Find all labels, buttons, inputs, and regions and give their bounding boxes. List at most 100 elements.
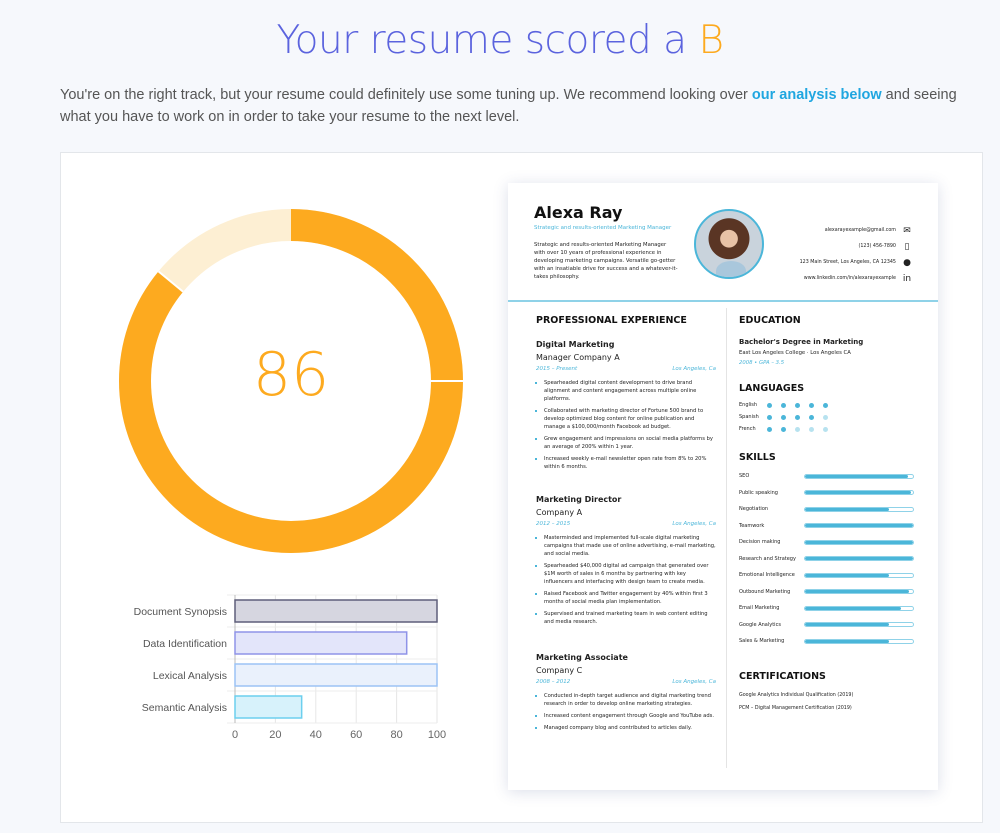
donut-separator <box>157 270 184 293</box>
job-location: Los Angeles, Ca <box>672 521 716 527</box>
education-heading: EDUCATION <box>739 315 801 326</box>
language-level-dot <box>809 402 814 408</box>
language-level-dot <box>781 414 786 420</box>
language-row: Spanish <box>739 414 837 420</box>
analysis-link[interactable]: our analysis below <box>751 87 882 103</box>
category-label: Semantic Analysis <box>142 702 227 714</box>
skill-name: Negotiation <box>739 506 769 512</box>
skill-bar <box>804 506 914 512</box>
phone-icon: ▯ <box>904 242 910 252</box>
location-pin-icon: ● <box>903 258 911 268</box>
job-dates: 2012 – 2015 <box>536 521 571 527</box>
skill-name: Decision making <box>739 539 781 545</box>
job-company: Company A <box>536 508 583 517</box>
skill-bar-fill <box>805 557 913 560</box>
skill-bar-fill <box>805 540 913 544</box>
job-location: Los Angeles, Ca <box>672 366 716 372</box>
resume-summary: Strategic and results-oriented Marketing… <box>534 242 678 280</box>
degree: Bachelor's Degree in Marketing <box>739 338 864 346</box>
skill-row: Research and Strategy <box>739 556 914 562</box>
job-entry: Marketing Associate Company C 2008 – 2012 L… <box>535 651 716 736</box>
job-location: Los Angeles, Ca <box>672 679 716 685</box>
bar <box>234 599 438 623</box>
language-level-dot <box>823 426 828 432</box>
job-bullet: Spearheaded $40,000 digital ad campaign … <box>535 562 716 586</box>
skill-row: Negotiation <box>739 506 914 512</box>
skill-bar-fill <box>805 474 908 478</box>
job-bullet: Grew engagement and impressions on socia… <box>535 435 716 451</box>
job-bullet: Raised Facebook and Twitter engagement b… <box>535 590 716 606</box>
x-tick-label: 20 <box>269 729 281 741</box>
skill-bar-fill <box>805 606 902 610</box>
score-value: 86 <box>252 340 330 410</box>
skill-bar-fill <box>805 491 911 494</box>
skill-name: Research and Strategy <box>739 555 796 562</box>
skill-bar <box>804 605 914 611</box>
language-name: French <box>739 426 756 432</box>
job-entry: Marketing Director Company A 2012 – 2015 Lo… <box>535 493 716 630</box>
language-level-dot <box>823 414 828 420</box>
resume-preview: Alexa Ray Strategic and results-oriented… <box>508 183 938 790</box>
profile-photo <box>694 209 764 279</box>
skill-row: SEO <box>739 473 914 479</box>
language-level-dot <box>767 414 772 420</box>
category-label: Document Synopsis <box>134 606 227 618</box>
grade: B <box>698 18 724 63</box>
language-level-dot <box>795 414 800 420</box>
x-tick-label: 100 <box>428 729 446 741</box>
contact-item: 123 Main Street, Los Angeles, CA 12345 ● <box>799 258 911 268</box>
intro-text: You're on the right track, but your resu… <box>60 87 957 125</box>
skill-name: Teamwork <box>739 522 765 529</box>
language-row: English <box>739 402 837 408</box>
job-bullet: Masterminded and implemented full-scale … <box>535 534 716 558</box>
education-meta: 2008 • GPA – 3.5 <box>739 360 785 366</box>
job-bullet: Managed company blog and contributed to … <box>535 724 716 732</box>
school: East Los Angeles College · Los Angeles C… <box>739 350 851 356</box>
experience-heading: PROFESSIONAL EXPERIENCE <box>536 315 687 326</box>
certification: PCM – Digital Management Certification (… <box>739 706 852 711</box>
analysis-bar-chart: 0 20 40 60 80 100 Document Synopsis Data Identi… <box>134 594 446 741</box>
resume-tagline: Strategic and results-oriented Marketing… <box>534 225 672 231</box>
language-name: English <box>739 402 758 408</box>
job-bullet: Supervised and trained marketing team in… <box>535 610 716 626</box>
skill-bar-fill <box>805 524 913 527</box>
language-row: French <box>739 426 837 432</box>
language-name: Spanish <box>739 414 759 420</box>
divider <box>508 300 938 302</box>
skill-name: Public speaking <box>739 489 778 496</box>
job-bullet: Collaborated with marketing director of … <box>535 407 716 431</box>
language-level-dot <box>781 426 786 432</box>
certification: Google Analytics Individual Qualificatio… <box>739 693 854 698</box>
page-title: Your resume scored a B <box>276 18 724 63</box>
bar <box>234 663 438 687</box>
skill-bar <box>804 572 914 578</box>
skill-bar <box>804 589 914 594</box>
language-level-dot <box>809 414 814 420</box>
skill-bar-fill <box>805 573 890 577</box>
contact-item: alexarayexample@gmail.com ✉ <box>824 226 911 236</box>
x-tick-label: 60 <box>350 729 362 741</box>
job-dates: 2008 – 2012 <box>536 679 571 685</box>
bar <box>234 695 303 719</box>
contact-info: alexarayexample@gmail.com ✉ (123) 456-7890… <box>800 227 912 291</box>
job-bullet: Conducted in-depth target audience and d… <box>535 692 716 708</box>
job-bullet: Increased content engagement through Goo… <box>535 712 716 720</box>
skill-bar <box>804 473 914 479</box>
skill-bar <box>804 638 914 644</box>
language-level-dot <box>809 426 814 432</box>
job-dates: 2015 – Present <box>536 366 578 372</box>
skill-bar-fill <box>805 639 890 643</box>
skill-bar-fill <box>805 590 909 593</box>
skill-bar-fill <box>805 623 890 626</box>
skill-bar <box>804 523 914 528</box>
skill-row: Decision making <box>739 539 914 545</box>
language-level-dot <box>823 402 828 408</box>
job-company: Company C <box>536 666 583 675</box>
contact-item: www.linkedin.com/in/alexarayexample in <box>803 274 912 284</box>
job-company: Manager Company A <box>536 353 620 362</box>
job-title: Marketing Director <box>536 495 622 504</box>
language-level-dot <box>781 402 786 408</box>
skill-bar-fill <box>805 507 890 511</box>
skill-bar <box>804 539 914 545</box>
score-donut <box>119 209 463 553</box>
